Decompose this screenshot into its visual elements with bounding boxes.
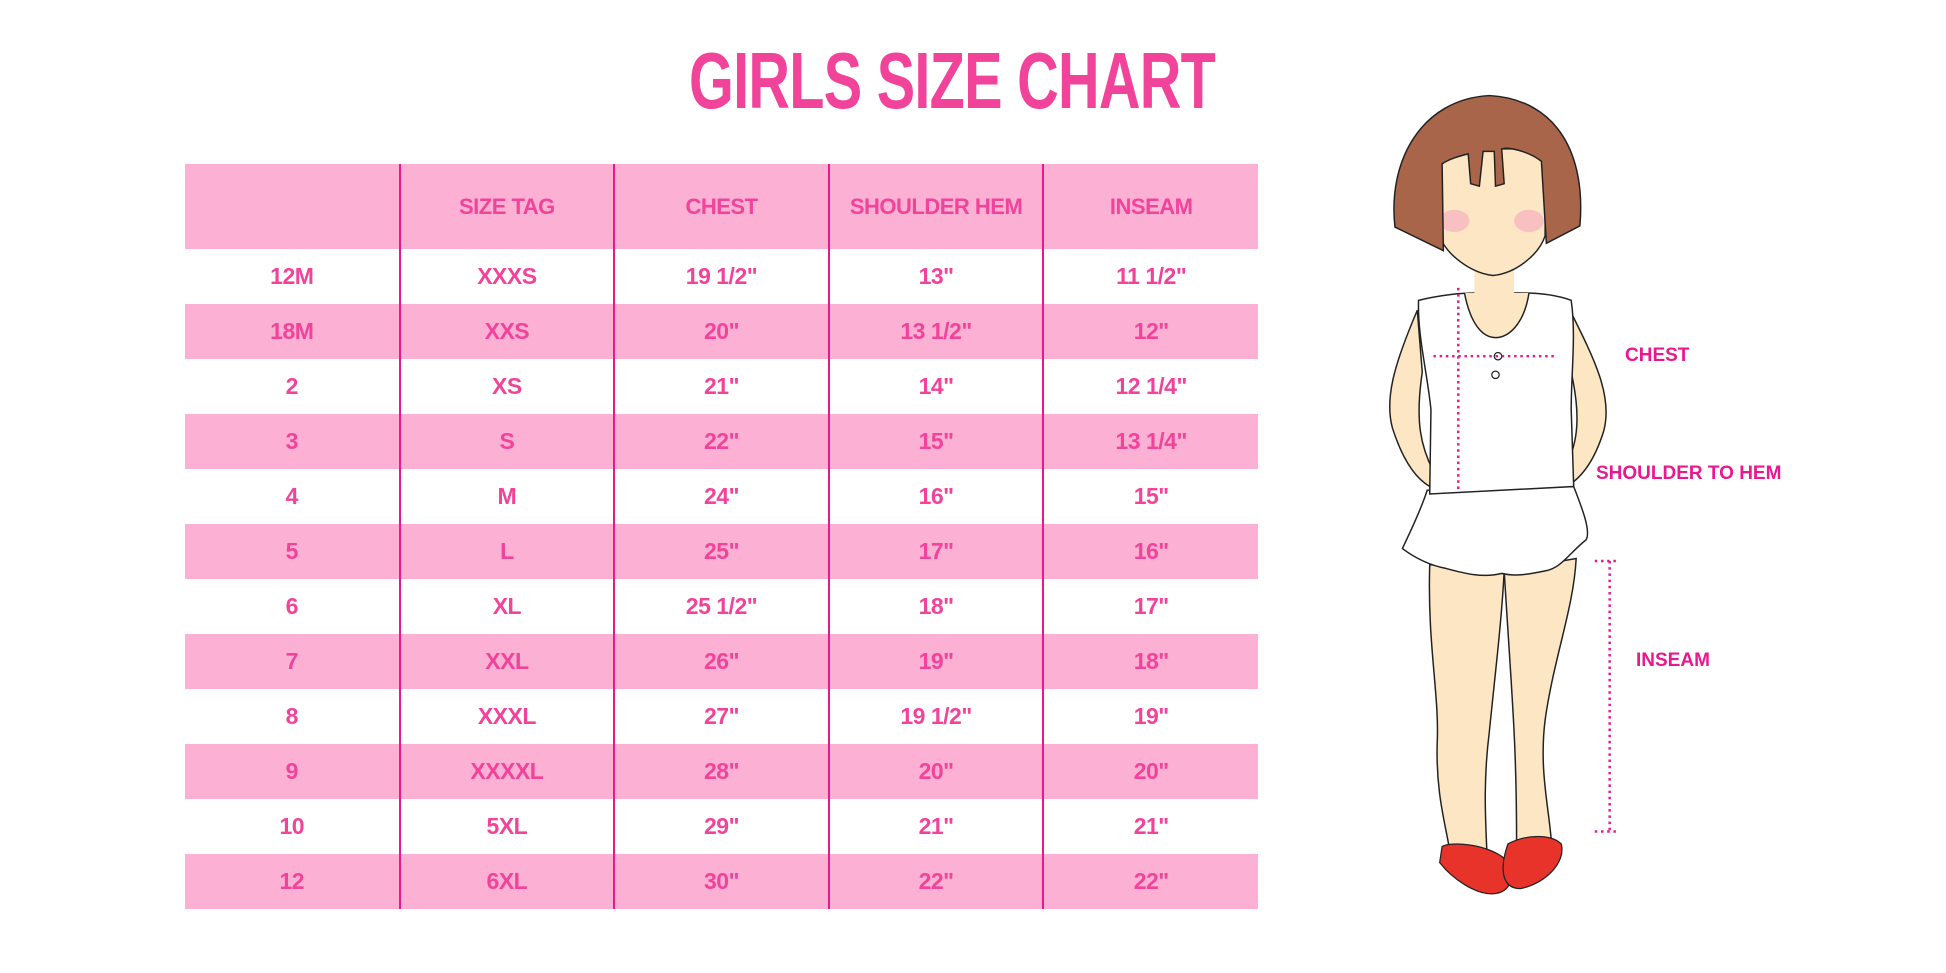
table-cell: 3 bbox=[185, 414, 400, 469]
left-leg bbox=[1428, 563, 1505, 851]
table-cell: XS bbox=[398, 359, 615, 414]
table-cell: 22" bbox=[1042, 854, 1258, 909]
table-cell: 20" bbox=[827, 744, 1044, 799]
table-cell: 10 bbox=[279, 813, 305, 839]
right-leg bbox=[1503, 557, 1577, 845]
cheek bbox=[1514, 209, 1544, 233]
table-cell: 12M bbox=[270, 263, 314, 289]
table-row: 12 6XL 30" 22" 22" bbox=[185, 854, 1258, 909]
table-cell: 18M bbox=[185, 304, 400, 359]
table-row: 18M XXS 20" 13 1/2" 12" bbox=[185, 304, 1258, 359]
column-header: INSEAM bbox=[1042, 164, 1258, 249]
cheek bbox=[1439, 209, 1470, 233]
table-cell: 22" bbox=[613, 414, 829, 469]
column-header: SIZE TAG bbox=[398, 164, 615, 249]
table-cell: 16" bbox=[1042, 524, 1258, 579]
table-cell: 16" bbox=[827, 469, 1044, 524]
table-cell: 21" bbox=[827, 799, 1044, 854]
table-cell: 11 1/2" bbox=[1042, 249, 1258, 304]
table-row: 3 S 22" 15" 13 1/4" bbox=[185, 414, 1258, 469]
bloomers bbox=[1401, 485, 1589, 577]
table-row: 9 XXXXL 28" 20" 20" bbox=[185, 744, 1258, 799]
table-cell: 25" bbox=[613, 524, 829, 579]
table-cell: 7 bbox=[185, 634, 400, 689]
table-cell: M bbox=[398, 469, 615, 524]
table-cell: 9 bbox=[185, 744, 400, 799]
table-row: 12M XXXS 19 1/2" 13" 11 1/2" bbox=[185, 249, 1258, 304]
table-cell: 18" bbox=[827, 579, 1044, 634]
size-chart-table: SIZE TAG CHEST SHOULDER HEM INSEAM 12M XXXS 1… bbox=[185, 164, 1258, 909]
table-cell: XXXS bbox=[398, 249, 615, 304]
table-cell: 19" bbox=[827, 634, 1044, 689]
table-cell: 29" bbox=[613, 799, 829, 854]
table-cell: 12" bbox=[1042, 304, 1258, 359]
table-cell: XXXL bbox=[398, 689, 615, 744]
table-row: 6 XL 25 1/2" 18" 17" bbox=[185, 579, 1258, 634]
right-arm bbox=[1562, 309, 1607, 488]
table-cell: XXL bbox=[398, 634, 615, 689]
table-row: 7 XXL 26" 19" 18" bbox=[185, 634, 1258, 689]
chest-label: CHEST bbox=[1625, 345, 1690, 366]
inseam-label: INSEAM bbox=[1636, 650, 1710, 671]
neckline bbox=[1463, 292, 1530, 339]
table-cell: 20" bbox=[1042, 744, 1258, 799]
table-cell: 17" bbox=[1042, 579, 1258, 634]
table-cell: 18" bbox=[1042, 634, 1258, 689]
column-header: CHEST bbox=[613, 164, 829, 249]
face bbox=[1438, 148, 1546, 277]
table-row: 8 XXXL 27" 19 1/2" 19" bbox=[185, 689, 1258, 744]
table-cell: 13 1/4" bbox=[1042, 414, 1258, 469]
table-cell: 5 bbox=[185, 524, 400, 579]
table-cell: 4 bbox=[285, 483, 299, 509]
left-arm bbox=[1388, 309, 1435, 488]
table-cell: 17" bbox=[827, 524, 1044, 579]
table-cell: 14" bbox=[827, 359, 1044, 414]
table-cell: 19" bbox=[1042, 689, 1258, 744]
table-cell: 2 bbox=[285, 373, 299, 399]
table-cell: 13 1/2" bbox=[827, 304, 1044, 359]
table-cell: XL bbox=[398, 579, 615, 634]
table-cell: 13" bbox=[827, 249, 1044, 304]
table-cell: 19 1/2" bbox=[613, 249, 829, 304]
table-cell: 21" bbox=[613, 359, 829, 414]
table-cell: 30" bbox=[613, 854, 829, 909]
table-cell: 6XL bbox=[398, 854, 615, 909]
table-cell: 15" bbox=[827, 414, 1044, 469]
table-cell: 28" bbox=[613, 744, 829, 799]
table-cell: L bbox=[398, 524, 615, 579]
table-row: 10 5XL 29" 21" 21" bbox=[185, 799, 1258, 854]
table-cell: 19 1/2" bbox=[827, 689, 1044, 744]
table-cell: XXXXL bbox=[398, 744, 615, 799]
table-cell: 5XL bbox=[398, 799, 615, 854]
table-cell: XXS bbox=[398, 304, 615, 359]
table-cell: S bbox=[398, 414, 615, 469]
column-header bbox=[185, 164, 400, 249]
table-cell: 15" bbox=[1042, 469, 1258, 524]
table-cell: 6 bbox=[285, 593, 299, 619]
shoulder-to-hem-label: SHOULDER TO HEM bbox=[1596, 463, 1782, 484]
table-cell: 24" bbox=[613, 469, 829, 524]
table-cell: 25 1/2" bbox=[613, 579, 829, 634]
right-shoe bbox=[1502, 835, 1563, 890]
table-cell: 21" bbox=[1042, 799, 1258, 854]
table-cell: 12 bbox=[185, 854, 400, 909]
button-icon bbox=[1491, 370, 1500, 380]
table-header-row: SIZE TAG CHEST SHOULDER HEM INSEAM bbox=[185, 164, 1258, 249]
table-cell: 26" bbox=[613, 634, 829, 689]
left-shoe bbox=[1438, 843, 1512, 895]
column-header: SHOULDER HEM bbox=[827, 164, 1044, 249]
table-row: 2 XS 21" 14" 12 1/4" bbox=[185, 359, 1258, 414]
table-cell: 8 bbox=[285, 703, 299, 729]
table-cell: 20" bbox=[613, 304, 829, 359]
table-row: 4 M 24" 16" 15" bbox=[185, 469, 1258, 524]
hair bbox=[1393, 94, 1582, 252]
table-cell: 12 1/4" bbox=[1042, 359, 1258, 414]
table-row: 5 L 25" 17" 16" bbox=[185, 524, 1258, 579]
table-cell: 22" bbox=[827, 854, 1044, 909]
table-cell: 27" bbox=[613, 689, 829, 744]
